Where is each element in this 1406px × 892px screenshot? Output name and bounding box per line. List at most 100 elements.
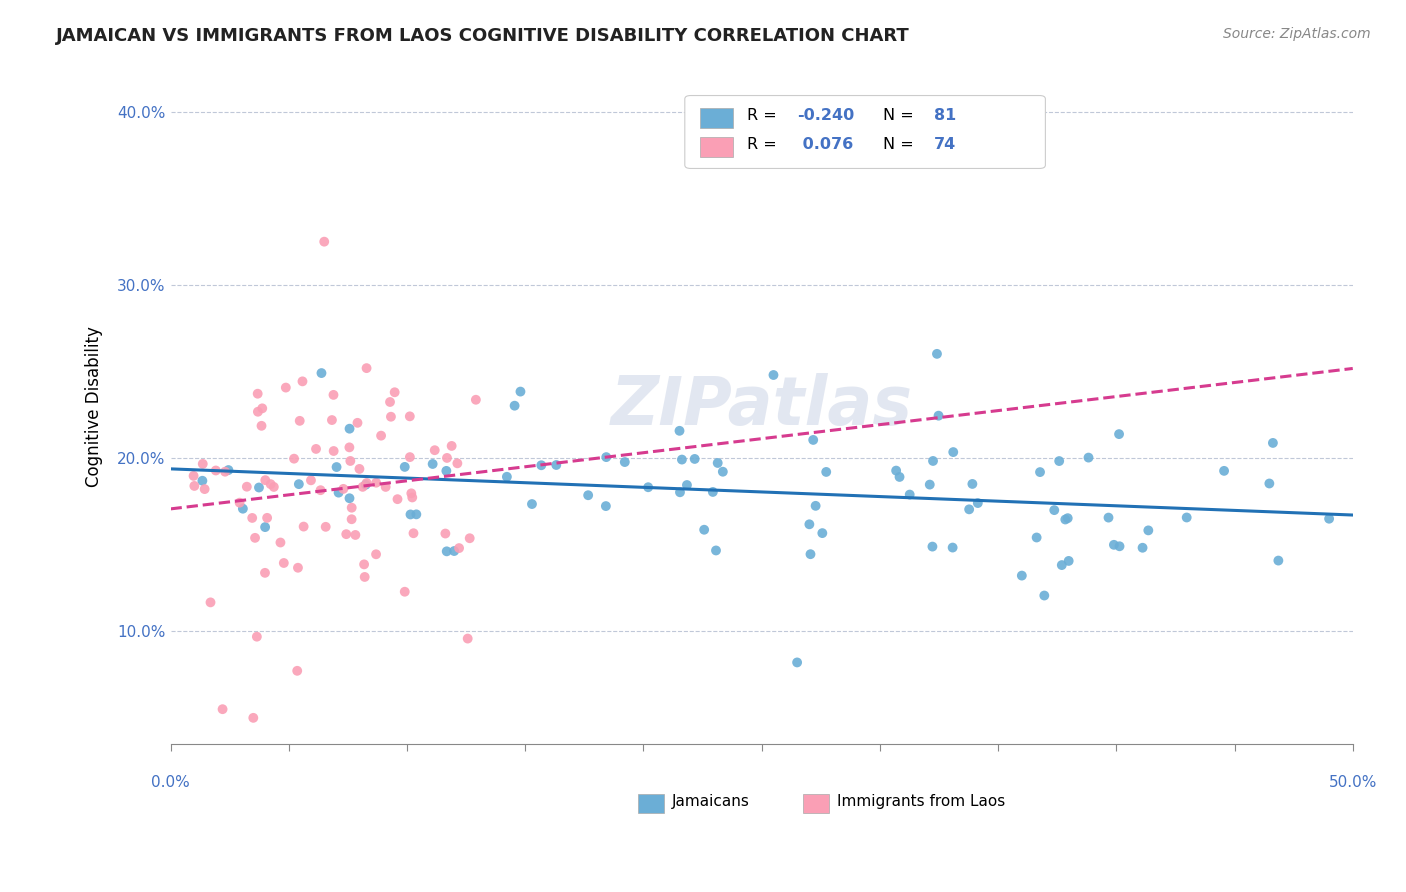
Point	[942, 541, 965, 555]
Point	[191, 474, 214, 488]
Text: 0.0%: 0.0%	[152, 775, 190, 790]
Point	[287, 560, 309, 574]
Point	[1025, 531, 1047, 545]
Text: 81: 81	[934, 108, 956, 123]
Point	[889, 470, 911, 484]
Point	[801, 433, 824, 447]
Point	[335, 527, 357, 541]
Point	[1077, 450, 1099, 465]
Point	[321, 413, 343, 427]
Point	[1011, 568, 1033, 582]
Point	[346, 416, 368, 430]
Point	[595, 450, 617, 464]
Point	[211, 702, 233, 716]
Point	[595, 499, 617, 513]
Point	[496, 470, 519, 484]
Point	[364, 547, 387, 561]
Point	[232, 501, 254, 516]
Point	[183, 479, 205, 493]
Point	[434, 526, 457, 541]
Point	[366, 475, 388, 490]
Point	[273, 556, 295, 570]
Point	[315, 520, 337, 534]
Point	[1267, 553, 1289, 567]
Point	[1258, 476, 1281, 491]
Point	[314, 235, 336, 249]
Text: R =: R =	[748, 137, 782, 153]
Point	[299, 473, 322, 487]
Point	[288, 477, 311, 491]
Point	[339, 454, 361, 468]
Point	[254, 473, 277, 487]
Point	[1029, 465, 1052, 479]
Point	[243, 531, 266, 545]
Point	[668, 424, 690, 438]
Text: JAMAICAN VS IMMIGRANTS FROM LAOS COGNITIVE DISABILITY CORRELATION CHART: JAMAICAN VS IMMIGRANTS FROM LAOS COGNITI…	[56, 27, 910, 45]
Point	[702, 485, 724, 500]
Point	[446, 456, 468, 470]
Point	[256, 511, 278, 525]
Point	[246, 630, 269, 644]
Point	[252, 401, 274, 416]
Point	[1317, 512, 1340, 526]
Point	[250, 418, 273, 433]
Point	[394, 459, 416, 474]
Point	[322, 388, 344, 402]
Text: 50.0%: 50.0%	[1329, 775, 1376, 790]
Point	[1047, 454, 1070, 468]
Point	[449, 541, 471, 555]
Point	[530, 458, 553, 473]
Text: ZIPatlas: ZIPatlas	[610, 373, 912, 439]
Text: Immigrants from Laos: Immigrants from Laos	[838, 794, 1005, 809]
Point	[236, 480, 259, 494]
Point	[1033, 589, 1056, 603]
Point	[285, 664, 308, 678]
Point	[1213, 464, 1236, 478]
Point	[352, 480, 374, 494]
Point	[263, 480, 285, 494]
Point	[962, 477, 984, 491]
Point	[246, 405, 269, 419]
Point	[671, 452, 693, 467]
Text: R =: R =	[748, 108, 782, 123]
Point	[291, 375, 314, 389]
Point	[966, 496, 988, 510]
Point	[942, 445, 965, 459]
Point	[240, 511, 263, 525]
Point	[922, 454, 945, 468]
Point	[378, 395, 401, 409]
Point	[228, 496, 250, 510]
Point	[247, 481, 270, 495]
Point	[283, 451, 305, 466]
Point	[246, 386, 269, 401]
Y-axis label: Cognitive Disability: Cognitive Disability	[86, 326, 103, 487]
Point	[1043, 503, 1066, 517]
Point	[325, 460, 347, 475]
Point	[394, 584, 416, 599]
Point	[799, 517, 821, 532]
Point	[401, 491, 423, 505]
Point	[349, 462, 371, 476]
Point	[436, 544, 458, 558]
Point	[520, 497, 543, 511]
Point	[354, 477, 377, 491]
Point	[399, 508, 422, 522]
Point	[309, 483, 332, 498]
Point	[815, 465, 838, 479]
Point	[1097, 510, 1119, 524]
Point	[356, 475, 378, 490]
Point	[1057, 554, 1080, 568]
Point	[546, 458, 568, 472]
Point	[436, 450, 458, 465]
Point	[204, 463, 226, 477]
Point	[925, 347, 948, 361]
Point	[183, 468, 205, 483]
Point	[422, 457, 444, 471]
Point	[669, 485, 692, 500]
Point	[957, 502, 980, 516]
Point	[328, 485, 350, 500]
Point	[921, 540, 943, 554]
Point	[399, 450, 422, 464]
Point	[458, 531, 481, 545]
Point	[402, 526, 425, 541]
